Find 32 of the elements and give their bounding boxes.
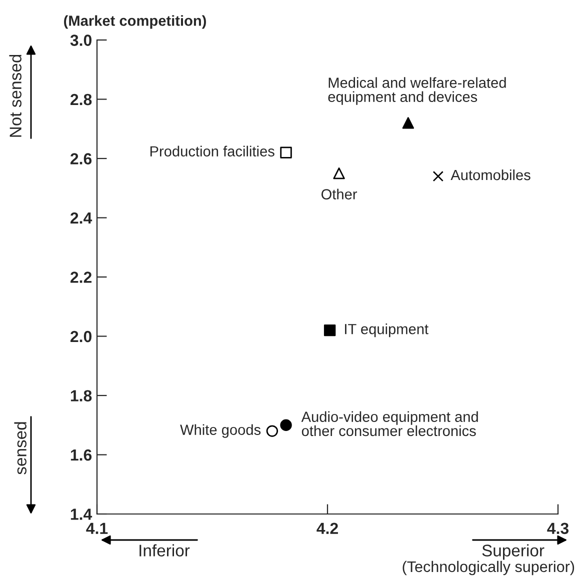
text: Not sensed (9, 54, 22, 137)
series-label: Audio-video equipment and other consumer electronics (301, 411, 478, 436)
x-tick-label: 4.3 (547, 522, 569, 534)
point (280, 419, 292, 431)
x-tick-label: 4.1 (86, 522, 108, 534)
point (333, 167, 345, 180)
point (432, 170, 444, 182)
series-label: Medical and welfare-related equipment and devices (328, 77, 506, 105)
point (324, 324, 336, 336)
series-label: Automobiles (450, 169, 530, 180)
y-axis-title: (Market competition) (64, 15, 206, 29)
text: Inferior (140, 544, 190, 556)
series-label: White goods (180, 424, 261, 438)
y-tick-label: 2.6 (70, 153, 92, 164)
text: sensed (14, 422, 26, 474)
y-tick-label: 1.6 (70, 449, 92, 461)
point (280, 146, 292, 158)
y-tick-label: 1.8 (70, 390, 92, 402)
y-tick-label: 1.4 (70, 508, 92, 520)
series-label: IT equipment (345, 324, 428, 338)
series-label: Other (321, 188, 358, 200)
y-tick-label: 2.2 (70, 272, 92, 283)
x-tick-label: 4.2 (316, 522, 338, 534)
y-tick-label: 2.4 (70, 212, 92, 224)
y-tick-label: 2.0 (70, 330, 92, 342)
y-tick-label: 3.0 (70, 34, 92, 46)
point (266, 425, 278, 437)
point (402, 117, 414, 129)
text: Superior (482, 544, 544, 560)
series-label: Production facilities (150, 146, 274, 156)
text: (Technologically superior) (402, 560, 574, 576)
y-tick-label: 2.8 (70, 94, 92, 106)
